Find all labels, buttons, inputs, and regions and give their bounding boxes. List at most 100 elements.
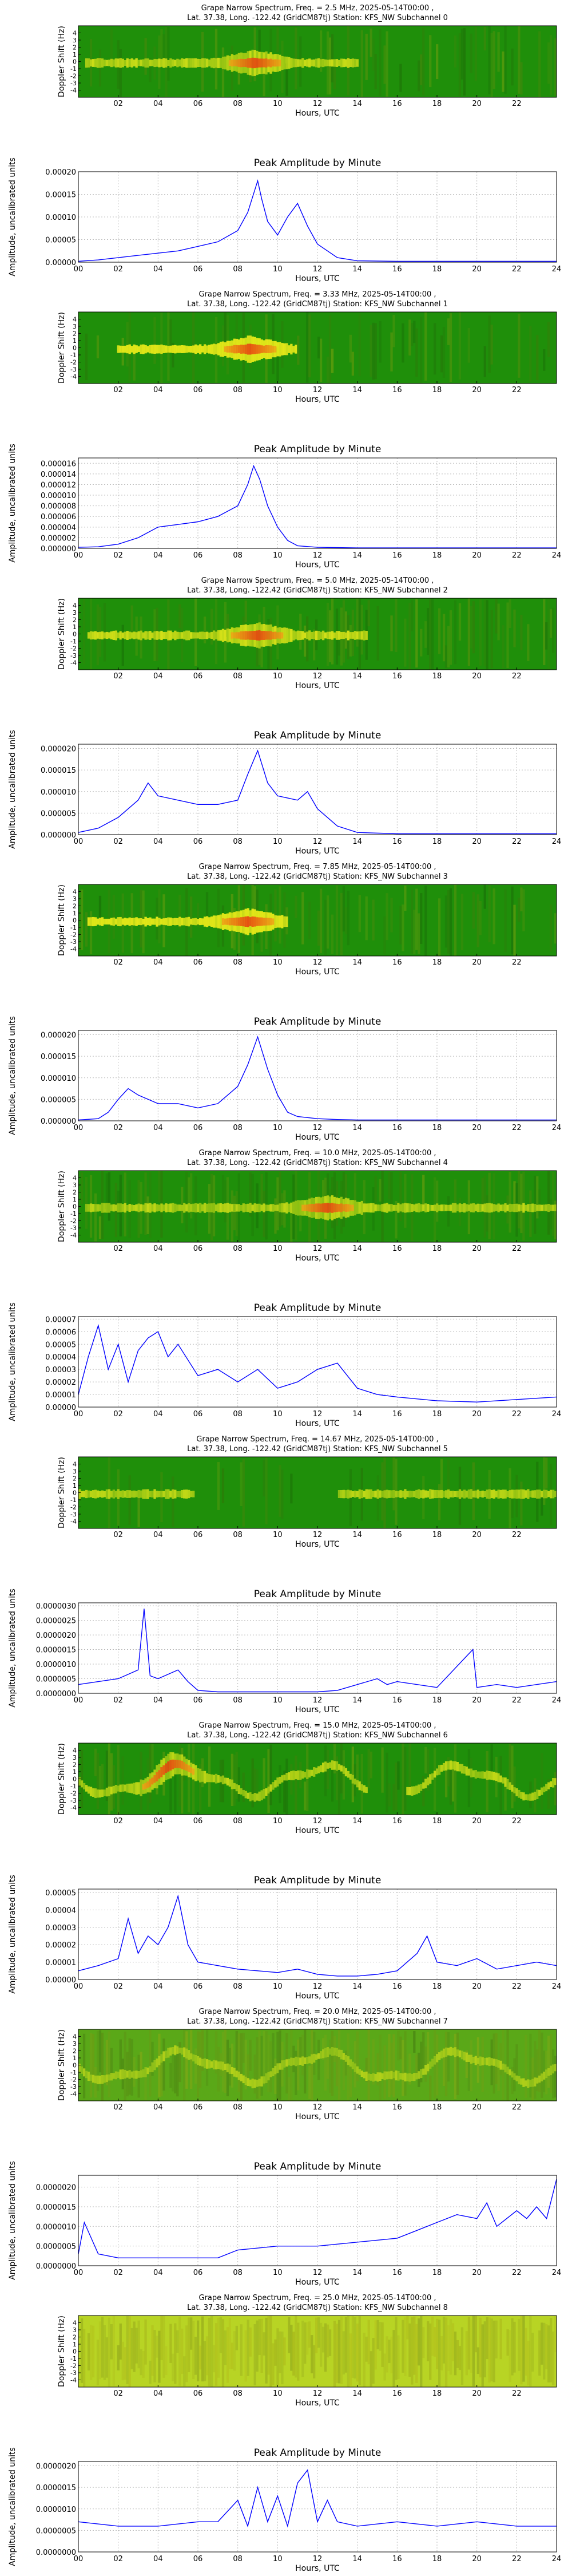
spectrogram-cell xyxy=(126,2316,129,2384)
spectrogram-cell xyxy=(550,904,553,951)
spectrogram-cell xyxy=(308,630,311,641)
spectrogram-cell xyxy=(476,1490,479,1499)
spectrogram-cell xyxy=(110,2073,113,2081)
spectrogram-cell xyxy=(128,344,131,354)
spectrogram-cell xyxy=(126,322,129,367)
spectrogram-cell xyxy=(263,631,265,640)
spectrogram-xtick-label: 16 xyxy=(392,100,402,108)
amplitude-frame xyxy=(78,457,557,549)
amplitude-ytick-label: 0.000016 xyxy=(41,460,76,468)
spectrogram-cell xyxy=(492,1204,495,1212)
spectrogram-xlabel: Hours, UTC xyxy=(295,1254,340,1263)
spectrogram-cell xyxy=(190,1204,193,1212)
spectrogram-cell xyxy=(458,33,462,97)
spectrogram-cell xyxy=(260,345,263,353)
spectrogram-cell xyxy=(133,348,136,381)
spectrogram-xlabel: Hours, UTC xyxy=(295,109,340,118)
spectrogram-cell xyxy=(96,58,100,68)
spectrogram-cell xyxy=(529,1204,532,1212)
spectrogram-cell xyxy=(221,2319,225,2387)
spectrogram-cell xyxy=(490,610,493,669)
spectrogram-cell xyxy=(140,2349,142,2376)
spectrogram-cell xyxy=(185,58,188,68)
spectrogram-cell xyxy=(349,1773,352,1780)
spectrogram-cell xyxy=(112,59,115,67)
spectrogram-cell xyxy=(185,345,188,353)
spectrogram-cell xyxy=(337,2320,341,2384)
spectrogram-cell xyxy=(420,1204,423,1212)
spectrogram-cell xyxy=(253,631,256,640)
spectrogram-cell xyxy=(415,2073,418,2080)
spectrogram-cell xyxy=(281,56,284,70)
spectrogram-cell xyxy=(219,914,223,929)
spectrogram-cell xyxy=(308,1769,311,1778)
spectrogram-cell xyxy=(360,631,363,640)
spectrogram-cell xyxy=(181,1204,184,1211)
spectrogram-cell xyxy=(440,1204,443,1211)
spectrogram-cell xyxy=(420,2041,423,2083)
spectrogram-cell xyxy=(137,1490,140,1527)
spectrogram-cell xyxy=(408,603,411,670)
spectrogram-cell xyxy=(142,344,145,354)
spectrogram-cell xyxy=(279,60,281,66)
spectrogram-cell xyxy=(522,1203,525,1213)
spectrogram-xtick-label: 14 xyxy=(352,672,362,681)
spectrogram-cell xyxy=(402,2320,404,2373)
spectrogram-cell xyxy=(495,2033,498,2084)
spectrogram-cell xyxy=(486,600,488,670)
spectrogram-cell xyxy=(454,35,457,68)
spectrogram-cell xyxy=(481,1490,484,1498)
spectrogram-cell xyxy=(370,28,372,57)
spectrogram-cell xyxy=(144,2319,147,2365)
spectrogram-ytick-label: 3 xyxy=(73,609,77,617)
spectrogram-ytick-label: 2 xyxy=(73,44,77,52)
spectrogram-cell xyxy=(328,2329,332,2356)
panel-subchannel-4: Grape Narrow Spectrum, Freq. = 10.0 MHz,… xyxy=(8,1149,561,1428)
spectrogram-cell xyxy=(258,2319,261,2355)
spectrogram-cell xyxy=(110,918,113,926)
spectrogram-cell xyxy=(434,323,436,375)
spectrogram-cell xyxy=(383,916,386,954)
spectrogram-cell xyxy=(137,60,140,66)
spectrogram-cell xyxy=(265,631,268,640)
amplitude-series-line xyxy=(78,1323,557,1402)
spectrogram-cell xyxy=(511,1745,514,1808)
spectrogram-cell xyxy=(458,2050,462,2057)
spectrogram-cell xyxy=(449,313,452,382)
spectrogram-cell xyxy=(438,2052,441,2060)
amplitude-chart-3: Peak Amplitude by Minute0.0000000.000005… xyxy=(8,1016,561,1142)
spectrogram-cell xyxy=(411,1491,414,1498)
spectrogram-title-line1: Grape Narrow Spectrum, Freq. = 3.33 MHz,… xyxy=(198,290,436,299)
spectrogram-cell xyxy=(390,1490,393,1498)
spectrogram-cell xyxy=(212,343,216,355)
spectrogram-cell xyxy=(247,1792,249,1799)
spectrogram-cell xyxy=(117,2345,120,2370)
spectrogram-cell xyxy=(292,1770,295,1780)
spectrogram-cell xyxy=(554,2056,557,2098)
spectrogram-cell xyxy=(156,916,158,927)
spectrogram-cell xyxy=(424,886,427,956)
spectrogram-cell xyxy=(119,345,122,353)
spectrogram-cell xyxy=(520,2316,523,2385)
spectrogram-cell xyxy=(342,1766,345,1774)
spectrogram-cell xyxy=(483,26,486,51)
spectrogram-cell xyxy=(188,58,190,68)
spectrogram-cell xyxy=(197,903,200,927)
spectrogram-cell xyxy=(442,1491,446,1498)
spectrogram-cell xyxy=(358,1781,361,1791)
spectrogram-cell xyxy=(386,31,388,97)
spectrogram-cell xyxy=(237,345,240,353)
spectrogram-cell xyxy=(299,631,302,640)
amplitude-xtick-label: 14 xyxy=(352,265,362,274)
amplitude-frame xyxy=(78,171,557,263)
amplitude-plot-area xyxy=(78,2462,557,2552)
spectrogram-cell xyxy=(242,916,245,927)
spectrogram-cell xyxy=(365,896,368,941)
spectrogram-ytick-label: 3 xyxy=(73,323,77,330)
spectrogram-cell xyxy=(85,912,88,947)
spectrogram-cell xyxy=(181,918,184,926)
spectrogram-cell xyxy=(190,1491,193,1498)
spectrogram-ytick-label: 1 xyxy=(73,337,77,345)
spectrogram-cell xyxy=(98,895,102,918)
amplitude-xtick-label: 20 xyxy=(472,1696,482,1705)
